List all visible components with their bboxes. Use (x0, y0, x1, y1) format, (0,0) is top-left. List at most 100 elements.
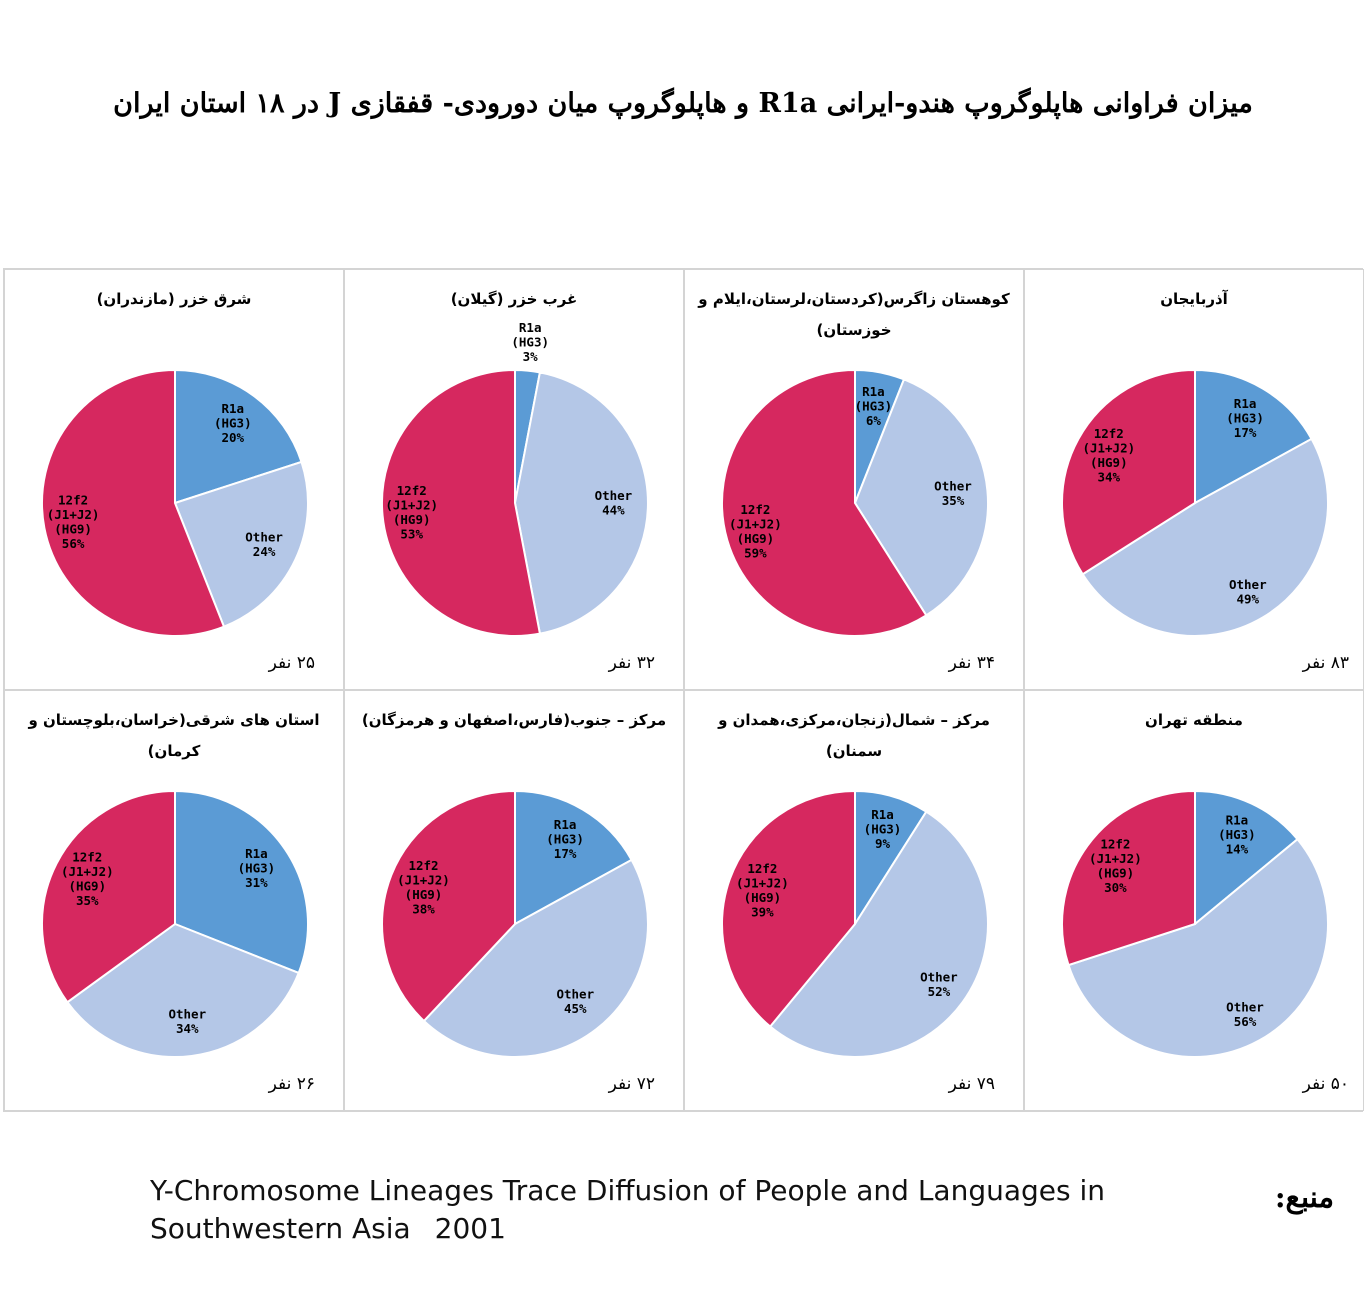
pie-slice (768, 810, 989, 1058)
slice-label-name: 12f2 (1100, 836, 1130, 851)
slice-label-percent: 56% (62, 536, 85, 551)
pie-slice (513, 371, 649, 635)
slice-label-name: (J1+J2) (47, 507, 100, 522)
pie-slice (174, 789, 309, 975)
slice-label-percent: 9% (875, 836, 891, 851)
pie-panel: استان های شرقی(خراسان،بلوچستان و کرمان) R… (4, 690, 344, 1111)
slice-label: 12f2(J1+J2)(HG9)30% (1089, 836, 1142, 895)
pie-panel: کوهستان زاگرس(کردستان،لرستان،ایلام و خوز… (684, 269, 1024, 690)
slice-label-percent: 56% (1234, 1014, 1257, 1029)
slice-label: R1a(HG3)6% (855, 384, 893, 428)
slice-label-name: Other (934, 479, 972, 494)
slice-label: 12f2(J1+J2)(HG9)35% (61, 850, 114, 909)
slice-label-name: (J1+J2) (61, 864, 114, 879)
slice-label-name: R1a (519, 320, 542, 335)
pie-slice (380, 368, 542, 637)
pie-title: آذربایجان (1160, 290, 1228, 308)
slice-label-name: Other (920, 970, 958, 985)
slice-label-name: 12f2 (72, 850, 102, 865)
slice-label-name: 12f2 (408, 858, 438, 873)
slice-label-percent: 14% (1226, 841, 1249, 856)
source-line-1: Y-Chromosome Lineages Trace Diffusion of… (150, 1174, 1106, 1207)
slice-label-percent: 35% (76, 893, 99, 908)
pie-slice (721, 368, 928, 637)
slice-label-name: 12f2 (397, 483, 427, 498)
slice-label-name: R1a (862, 384, 885, 399)
slice-label-name: 12f2 (58, 493, 88, 508)
slice-label-name: R1a (1234, 396, 1257, 411)
slice-label-name: Other (556, 987, 594, 1002)
sample-size: ۵۰ نفر (1302, 1074, 1349, 1094)
slice-label-percent: 20% (222, 430, 245, 445)
slice-label-name: R1a (245, 846, 268, 861)
sample-size: ۸۳ نفر (1302, 653, 1349, 673)
slice-label-name: 12f2 (1094, 426, 1124, 441)
source-year: 2001 (434, 1212, 506, 1245)
slice-label-name: Other (1226, 1000, 1264, 1015)
slice-label-name: Other (168, 1006, 206, 1021)
pie-slice (1081, 437, 1330, 638)
pie-panel: مرکز – شمال(زنجان،مرکزی،همدان و سمنان) R1… (684, 690, 1024, 1111)
pie-title: مرکز – جنوب(فارس،اصفهان و هرمزگان) (361, 711, 667, 729)
pie-panel: مرکز – جنوب(فارس،اصفهان و هرمزگان) R1a (HG… (344, 690, 684, 1111)
slice-label-name: (J1+J2) (729, 517, 782, 532)
pie-slice (422, 858, 649, 1058)
slice-label-name: (HG9) (393, 512, 431, 527)
slice-label-percent: 34% (176, 1021, 199, 1036)
slice-label-percent: 53% (400, 527, 423, 542)
slice-label-percent: 30% (1104, 880, 1127, 895)
pie-title: استان های شرقی(خراسان،بلوچستان و کرمان) (28, 711, 320, 760)
slice-label-name: R1a (554, 817, 577, 832)
slice-label-name: (J1+J2) (1089, 851, 1142, 866)
slice-label: 12f2(J1+J2)(HG9)39% (736, 861, 789, 920)
slice-label-name: R1a (1226, 812, 1249, 827)
slice-label: 12f2(J1+J2)(HG9)56% (47, 493, 100, 552)
pie-slice (1194, 368, 1313, 505)
slice-label-name: (J1+J2) (736, 875, 789, 890)
slice-label-percent: 34% (1098, 469, 1121, 484)
slice-label-name: (HG3) (238, 861, 276, 876)
sample-size: ۲۵ نفر (268, 653, 315, 673)
source-citation: Y-Chromosome Lineages Trace Diffusion of… (150, 1172, 1105, 1248)
pie-slice (853, 378, 989, 617)
pie-panel: غرب خزر (گیلان) R1a (HG3) 3% Other 44% 12f2 (J1… (344, 269, 684, 690)
slice-label-name: (HG3) (546, 831, 584, 846)
slice-label-name: (HG3) (511, 335, 549, 350)
slice-label: R1a(HG3)17% (1226, 396, 1264, 440)
slice-label-percent: 44% (602, 502, 625, 517)
slice-label-percent: 45% (564, 1001, 587, 1016)
slice-label: 12f2(J1+J2)(HG9)53% (385, 483, 438, 542)
slice-label-name: (HG9) (737, 531, 775, 546)
slice-label-name: Other (595, 488, 633, 503)
pie-slice (1061, 789, 1196, 967)
pie-slice (174, 368, 303, 505)
pie-slice (381, 789, 516, 1023)
slice-label-percent: 6% (866, 413, 882, 428)
slice-label-name: 12f2 (740, 502, 770, 517)
pie-slice (1061, 368, 1196, 576)
pie-slice (1194, 789, 1299, 927)
pie-slice (41, 789, 176, 1004)
slice-label: R1a(HG3)17% (546, 817, 584, 861)
slice-label-percent: 39% (751, 904, 774, 919)
pie-slice (66, 922, 300, 1058)
slice-label-name: (HG3) (1226, 410, 1264, 425)
slice-label-name: (HG3) (855, 398, 893, 413)
slice-label: R1a(HG3)3% (511, 320, 549, 364)
sample-size: ۷۲ نفر (608, 1074, 655, 1094)
slice-label-name: 12f2 (747, 861, 777, 876)
pie-panel: منطقه تهران R1a (HG3) 14% Other 56% 12f2 (J1+J2… (1024, 690, 1364, 1111)
slice-label-name: R1a (871, 807, 894, 822)
slice-label-percent: 17% (554, 846, 577, 861)
pie-title: غرب خزر (گیلان) (450, 290, 578, 308)
slice-label: R1a(HG3)9% (864, 807, 902, 851)
pie-title: مرکز – شمال(زنجان،مرکزی،همدان و سمنان) (718, 711, 990, 760)
slice-label: 12f2(J1+J2)(HG9)38% (397, 858, 450, 917)
